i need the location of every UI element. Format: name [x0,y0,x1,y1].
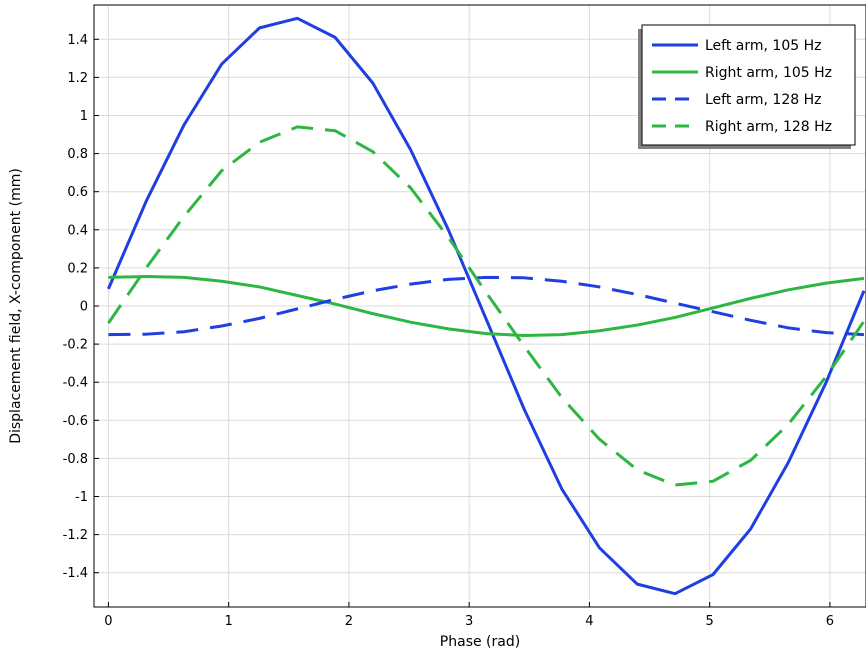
y-tick-label: -0.6 [63,414,88,429]
y-tick-label: 1.2 [67,71,88,86]
legend-label: Right arm, 105 Hz [705,65,832,81]
y-tick-label: 0.2 [67,261,88,276]
y-tick-label: -0.2 [63,338,88,353]
y-axis: 1.4 1.2 1 0.8 0.6 0.4 0.2 0 -0.2 -0.4 -0.6 -0.8 -1 -1… [63,33,99,581]
y-tick-label: 0.4 [67,223,88,238]
series-line-4 [107,125,866,487]
x-tick-label: 4 [585,614,593,629]
y-tick-label: -0.4 [63,376,88,391]
x-tick-label: 1 [225,614,233,629]
x-tick-label: 0 [104,614,112,629]
legend-label: Right arm, 128 Hz [705,119,832,135]
x-tick-label: 3 [465,614,473,629]
x-tick-label: 2 [345,614,353,629]
y-tick-label: -1 [75,490,88,505]
y-tick-label: -1.2 [63,528,88,543]
series-line-1 [107,16,866,596]
y-tick-label: 0.6 [67,185,88,200]
y-tick-label: 0.8 [67,147,88,162]
series-line-2 [108,274,865,338]
y-tick-label: 1 [80,109,88,124]
x-tick-label: 5 [706,614,714,629]
legend: Left arm, 105 Hz Right arm, 105 Hz Left ar… [638,24,856,149]
y-tick-label: -1.4 [63,566,88,581]
x-tick-label: 6 [826,614,834,629]
y-axis-title: Displacement field, X-component (mm) [8,168,24,444]
legend-label: Left arm, 105 Hz [705,38,821,54]
y-tick-label: 0 [80,300,88,315]
legend-label: Left arm, 128 Hz [705,92,821,108]
y-tick-label: 1.4 [67,33,88,48]
y-tick-label: -0.8 [63,452,88,467]
x-axis: 0 1 2 3 4 5 6 [104,602,834,629]
series-layer [107,16,866,596]
series-line-3 [108,275,865,337]
x-axis-title: Phase (rad) [440,634,520,650]
